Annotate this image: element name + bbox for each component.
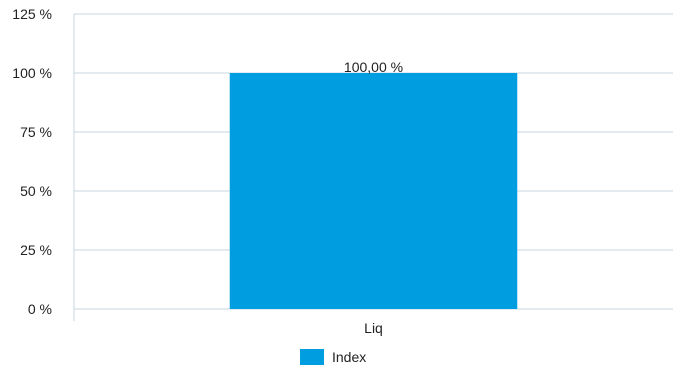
y-tick-label: 125 %	[12, 6, 52, 22]
y-axis-tick-labels: 0 % 25 % 50 % 75 % 100 % 125 %	[12, 6, 52, 317]
bars	[229, 73, 518, 309]
legend-swatch-index	[300, 349, 324, 365]
legend-label-index: Index	[332, 349, 367, 365]
x-tick-label: Liq	[364, 320, 383, 336]
legend: Index	[300, 346, 366, 368]
bar-liq	[229, 73, 518, 309]
y-tick-label: 25 %	[20, 242, 52, 258]
y-tick-label: 50 %	[20, 183, 52, 199]
data-label: 100,00 %	[344, 59, 403, 75]
y-tick-label: 0 %	[28, 301, 52, 317]
y-tick-label: 75 %	[20, 124, 52, 140]
y-tick-label: 100 %	[12, 65, 52, 81]
x-axis-tick-labels: Liq	[364, 320, 383, 336]
data-labels: 100,00 %	[344, 59, 403, 75]
